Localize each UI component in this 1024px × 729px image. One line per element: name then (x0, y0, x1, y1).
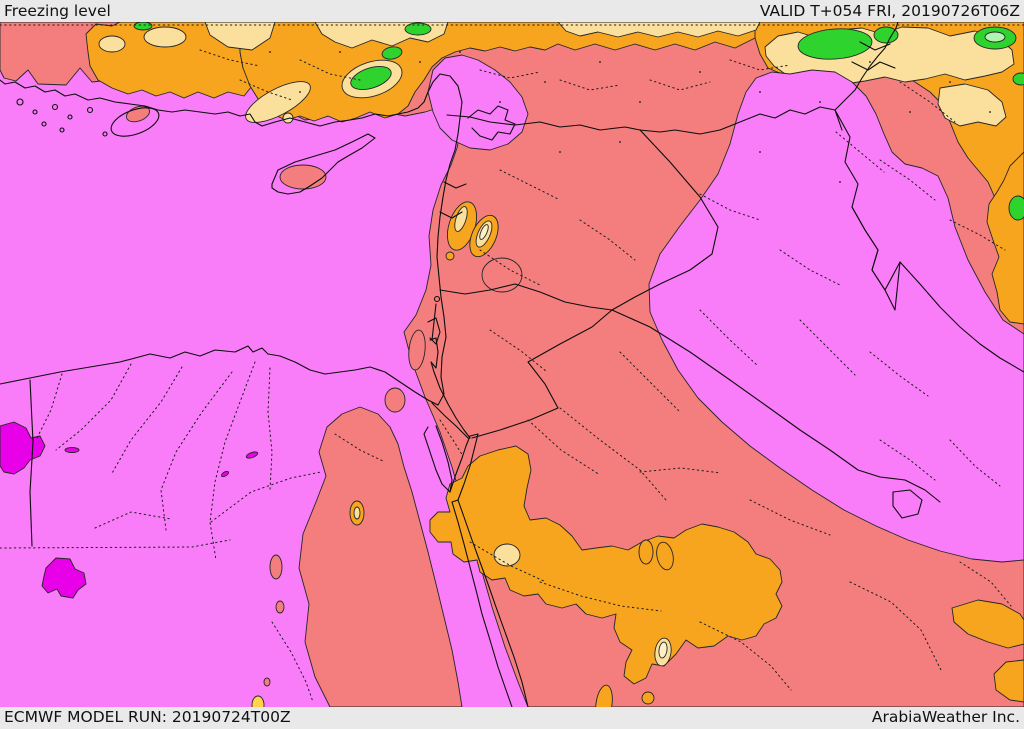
dotted-boundaries (0, 24, 1024, 703)
pale-core-regions (479, 224, 668, 659)
header-bar: Freezing level VALID T+054 FRI, 20190726… (0, 0, 1024, 22)
yellow-spot (251, 695, 265, 707)
footer-bar: ECMWF MODEL RUN: 20190724T00Z ArabiaWeat… (0, 707, 1024, 729)
freezing-level-map (0, 22, 1024, 707)
light-green-core (984, 31, 1006, 43)
coastlines-and-borders (0, 22, 1024, 707)
terrain-speck-dots (269, 51, 991, 183)
green-contour-regions (133, 22, 1024, 221)
page-title: Freezing level (4, 1, 111, 20)
brand-label: ArabiaWeather Inc. (871, 707, 1020, 726)
bright-magenta-regions (0, 421, 259, 599)
map-canvas (0, 22, 1024, 707)
model-run-label: ECMWF MODEL RUN: 20190724T00Z (4, 707, 291, 726)
magenta-intrusion-regions (427, 54, 1024, 563)
valid-timestamp: VALID T+054 FRI, 20190726T06Z (759, 1, 1020, 20)
